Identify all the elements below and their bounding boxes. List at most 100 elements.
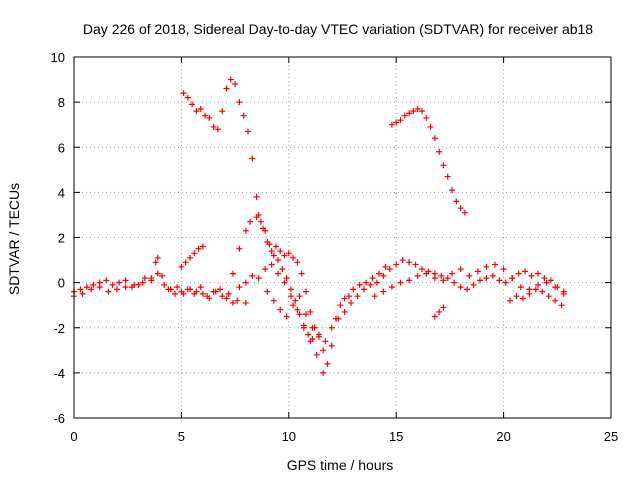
data-point — [337, 302, 344, 309]
data-point — [184, 94, 191, 101]
data-point — [225, 290, 232, 297]
x-tick-label: 5 — [178, 429, 185, 444]
data-point — [436, 148, 443, 155]
data-point — [174, 284, 181, 291]
data-point — [217, 286, 224, 293]
data-point — [197, 284, 204, 291]
chart-title: Day 226 of 2018, Sidereal Day-to-day VTE… — [83, 21, 593, 37]
data-point — [199, 290, 206, 297]
data-point — [275, 257, 282, 264]
data-point — [369, 275, 376, 282]
data-point — [294, 306, 301, 313]
data-point — [236, 284, 243, 291]
data-point — [406, 110, 413, 117]
data-point — [262, 266, 269, 273]
data-point — [440, 277, 447, 284]
data-point — [283, 275, 290, 282]
data-point — [373, 279, 380, 286]
data-point — [302, 311, 309, 318]
data-point — [406, 277, 413, 284]
data-point — [532, 286, 539, 293]
y-tick-label: 6 — [58, 140, 65, 155]
data-point — [202, 112, 209, 119]
data-point — [109, 281, 116, 288]
data-point — [348, 299, 355, 306]
data-point — [264, 288, 271, 295]
data-point — [195, 245, 202, 252]
data-point — [414, 272, 421, 279]
data-point — [410, 108, 417, 115]
data-point — [277, 306, 284, 313]
data-point — [539, 288, 546, 295]
data-point — [287, 286, 294, 293]
data-point — [436, 308, 443, 315]
data-point — [161, 281, 168, 288]
data-point — [309, 336, 316, 343]
data-point — [517, 284, 524, 291]
y-tick-label: -2 — [53, 321, 65, 336]
data-point — [242, 227, 249, 234]
data-point — [182, 259, 189, 266]
data-point — [113, 286, 120, 293]
data-point — [197, 105, 204, 112]
data-point — [341, 295, 348, 302]
data-series — [71, 254, 327, 376]
data-point — [483, 275, 490, 282]
data-point — [354, 293, 361, 300]
data-point — [281, 252, 288, 259]
data-point — [393, 261, 400, 268]
data-point — [328, 342, 335, 349]
data-series — [371, 261, 567, 300]
data-point — [313, 351, 320, 358]
data-point — [305, 331, 312, 338]
data-point — [397, 279, 404, 286]
data-point — [236, 245, 243, 252]
data-point — [444, 173, 451, 180]
data-point — [324, 360, 331, 367]
data-series — [255, 211, 389, 367]
data-point — [285, 250, 292, 257]
data-point — [152, 259, 159, 266]
data-point — [401, 112, 408, 119]
data-point — [122, 284, 129, 291]
data-point — [500, 266, 507, 273]
data-point — [464, 286, 471, 293]
data-point — [296, 293, 303, 300]
data-point — [210, 123, 217, 130]
data-point — [363, 279, 370, 286]
data-point — [558, 302, 565, 309]
data-point — [167, 286, 174, 293]
data-point — [214, 126, 221, 133]
data-series — [264, 257, 567, 345]
data-point — [431, 275, 438, 282]
data-point — [234, 297, 241, 304]
y-tick-label: -4 — [53, 366, 65, 381]
data-point — [534, 281, 541, 288]
data-point — [399, 257, 406, 264]
data-point — [386, 266, 393, 273]
data-point — [449, 270, 456, 277]
data-point — [418, 108, 425, 115]
data-point — [496, 277, 503, 284]
data-point — [148, 275, 155, 282]
data-point — [302, 288, 309, 295]
grid-layer — [74, 57, 611, 418]
data-point — [186, 286, 193, 293]
data-point — [376, 270, 383, 277]
data-point — [466, 272, 473, 279]
data-point — [507, 297, 514, 304]
data-point — [502, 279, 509, 286]
y-tick-label: 8 — [58, 95, 65, 110]
data-point — [83, 284, 90, 291]
data-point — [116, 279, 123, 286]
data-point — [431, 313, 438, 320]
data-point — [90, 281, 97, 288]
data-point — [541, 275, 548, 282]
data-point — [154, 270, 161, 277]
data-point — [296, 311, 303, 318]
data-point — [206, 114, 213, 121]
x-tick-label: 20 — [496, 429, 510, 444]
data-point — [79, 290, 86, 297]
